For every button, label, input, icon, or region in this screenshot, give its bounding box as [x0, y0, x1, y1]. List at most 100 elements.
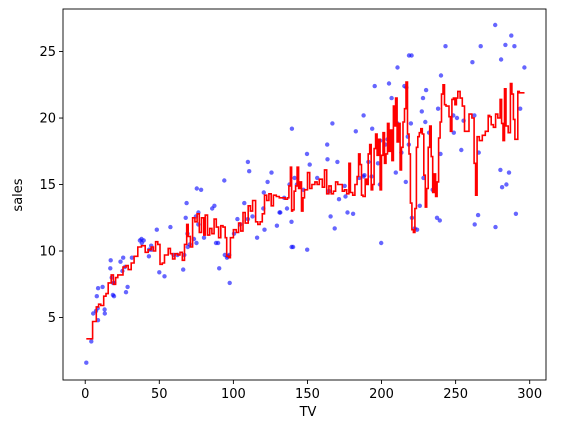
- scatter-point: [95, 286, 101, 291]
- scatter-point: [395, 65, 400, 70]
- scatter-point: [89, 339, 94, 344]
- scatter-point: [434, 215, 440, 220]
- scatter-point: [245, 159, 251, 165]
- scatter-point: [345, 210, 350, 215]
- scatter-point: [201, 235, 207, 240]
- x-axis-title: TV: [299, 405, 317, 420]
- scatter-point: [250, 214, 255, 219]
- scatter-point: [123, 290, 129, 295]
- scatter-point: [325, 142, 330, 147]
- scatter-point: [307, 162, 312, 167]
- scatter-point: [212, 203, 217, 208]
- x-tick-label: 200: [369, 387, 394, 402]
- scatter-point: [437, 218, 442, 223]
- scatter-point: [184, 200, 189, 206]
- x-tick-label: 150: [295, 387, 320, 402]
- x-tick-label: 50: [151, 387, 168, 402]
- scatter-point: [290, 244, 296, 250]
- scatter-point: [261, 190, 266, 195]
- scatter-point: [506, 170, 512, 175]
- scatter-point: [362, 173, 367, 178]
- scatter-point: [470, 60, 475, 65]
- scatter-point: [289, 126, 295, 131]
- scatter-point: [227, 280, 232, 286]
- scatter-point: [419, 109, 424, 114]
- scatter-point: [292, 175, 297, 181]
- scatter-point: [194, 186, 199, 191]
- y-tick-label: 5: [48, 311, 56, 326]
- scatter-point: [350, 211, 356, 216]
- scatter-point: [342, 183, 347, 189]
- scatter-point: [289, 219, 294, 224]
- scatter-point: [304, 151, 310, 157]
- scatter-point: [162, 274, 167, 279]
- scatter-point: [242, 200, 247, 206]
- scatter-point: [305, 247, 310, 252]
- scatter-point: [512, 44, 517, 49]
- scatter-point: [478, 44, 483, 49]
- scatter-point: [129, 255, 135, 260]
- prediction-step-line: [86, 81, 525, 340]
- scatter-point: [278, 210, 283, 215]
- scatter-point: [118, 259, 123, 264]
- scatter-point: [102, 307, 107, 312]
- scatter-point: [335, 159, 340, 165]
- scatter-point: [125, 284, 130, 290]
- scatter-point: [235, 216, 240, 222]
- scatter-point: [157, 270, 162, 275]
- scatter-point: [284, 206, 290, 211]
- scatter-point: [472, 113, 477, 118]
- plot-frame: [62, 8, 547, 381]
- scatter-point: [353, 129, 358, 134]
- scatter-point: [121, 255, 126, 260]
- y-axis-title: sales: [11, 178, 26, 211]
- scatter-point: [217, 266, 222, 271]
- scatter-point: [386, 81, 392, 86]
- scatter-point: [325, 157, 330, 162]
- scatter-point: [518, 106, 523, 111]
- x-tick-label: 300: [517, 387, 542, 402]
- x-tick-label: 100: [221, 387, 246, 402]
- scatter-point: [247, 169, 252, 174]
- scatter-point: [443, 44, 448, 49]
- scatter-point: [84, 360, 89, 365]
- scatter-point: [409, 53, 414, 58]
- scatter-point: [408, 121, 414, 126]
- y-tick-label: 20: [39, 112, 56, 127]
- scatter-point: [493, 224, 498, 230]
- scatter-point: [108, 266, 113, 271]
- scatter-point: [102, 311, 108, 316]
- plot-marks: [84, 22, 527, 365]
- scatter-point: [420, 95, 426, 101]
- scatter-point: [375, 161, 381, 166]
- scatter-point: [262, 227, 267, 232]
- scatter-point: [438, 73, 444, 78]
- scatter-point: [509, 33, 514, 38]
- scatter-point: [423, 87, 429, 93]
- scatter-point: [336, 197, 342, 202]
- scatter-point: [274, 223, 280, 228]
- scatter-point: [513, 211, 519, 216]
- scatter-point: [100, 284, 105, 290]
- scatter-point: [330, 121, 335, 126]
- scatter-point: [91, 311, 96, 316]
- scatter-point: [254, 235, 260, 240]
- scatter-point: [435, 106, 441, 111]
- scatter-point: [499, 185, 505, 190]
- scatter-point: [343, 194, 348, 199]
- scatter-point: [198, 187, 204, 192]
- scatter-point: [181, 267, 186, 272]
- scatter-point: [417, 203, 422, 208]
- scatter-point: [370, 126, 375, 131]
- scatter-point: [454, 115, 460, 121]
- scatter-point: [475, 212, 481, 218]
- scatter-point: [315, 175, 320, 181]
- scatter-point: [498, 57, 504, 62]
- scatter-point: [379, 240, 384, 246]
- scatter-point: [414, 227, 420, 232]
- scatter-point: [146, 254, 152, 259]
- scatter-point: [522, 65, 527, 70]
- scatter-point: [194, 240, 199, 246]
